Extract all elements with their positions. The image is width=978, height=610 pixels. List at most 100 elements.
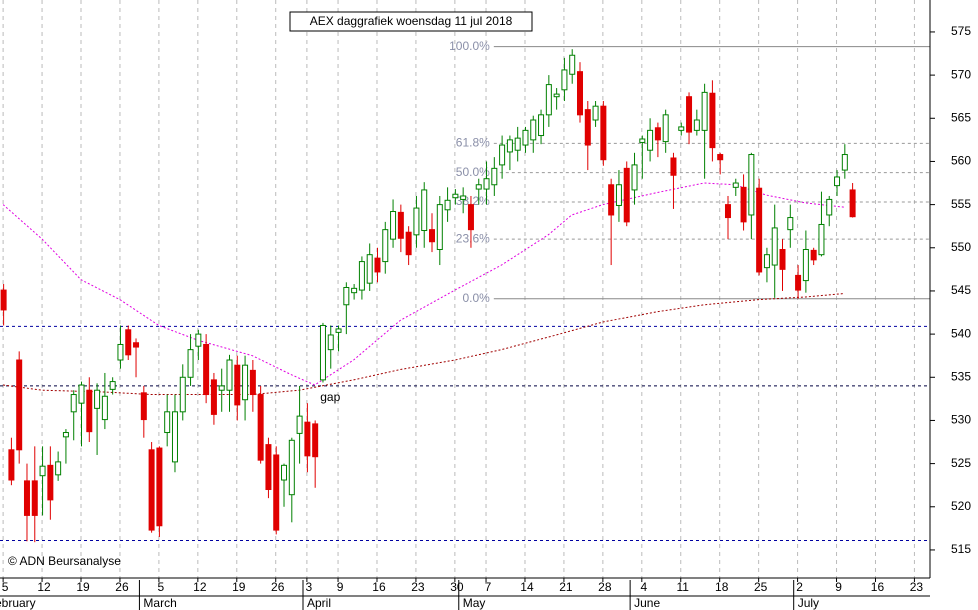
- annotation: gap: [320, 390, 340, 404]
- x-tick-label: 12: [193, 580, 207, 594]
- candle-body: [413, 207, 420, 236]
- x-tick-label: 12: [37, 580, 51, 594]
- candle-body: [499, 144, 506, 166]
- candle-body: [117, 343, 124, 361]
- candle-body: [109, 381, 116, 390]
- x-tick-label: 2: [796, 580, 803, 594]
- candle-body: [732, 182, 739, 188]
- candle-body: [16, 359, 23, 451]
- fib-label: 61.8%: [456, 135, 490, 149]
- x-tick-label: 5: [2, 580, 9, 594]
- candle-body: [709, 92, 716, 149]
- candle-body: [740, 186, 747, 223]
- candle-body: [179, 376, 186, 413]
- candle-body: [288, 439, 295, 496]
- candle-body: [304, 421, 311, 457]
- candle-body: [514, 137, 521, 151]
- candle-body: [319, 324, 326, 381]
- candle-body: [78, 384, 85, 404]
- candles: [0, 49, 856, 543]
- candle-body: [390, 211, 397, 240]
- candle-body: [31, 480, 38, 516]
- candle-body: [460, 195, 467, 200]
- candle-body: [156, 447, 163, 527]
- y-tick-label: 515: [951, 542, 971, 556]
- fib-label: 0.0%: [462, 291, 490, 305]
- y-tick-label: 520: [951, 499, 971, 513]
- x-tick-label: 16: [372, 580, 386, 594]
- candle-body: [187, 349, 194, 378]
- candle-body: [483, 178, 490, 190]
- candle-body: [86, 389, 93, 433]
- y-tick-label: 560: [951, 154, 971, 168]
- x-tick-label: 5: [158, 580, 165, 594]
- candle-body: [538, 114, 545, 137]
- month-label: March: [143, 596, 176, 610]
- candle-body: [195, 333, 202, 347]
- candle-body: [834, 176, 841, 187]
- candle-body: [351, 287, 358, 294]
- x-tick-label: 9: [835, 580, 842, 594]
- fib-label: 100.0%: [449, 39, 490, 53]
- candle-body: [561, 69, 568, 91]
- x-tick-label: 7: [485, 580, 492, 594]
- candle-body: [343, 286, 350, 306]
- candle-body: [608, 184, 615, 216]
- candle-body: [686, 96, 693, 133]
- candle-body: [569, 54, 576, 75]
- moving-average: [2, 182, 845, 386]
- candle-body: [756, 187, 763, 273]
- x-tick-label: 19: [76, 580, 90, 594]
- month-label: May: [463, 596, 486, 610]
- candle-body: [670, 157, 677, 176]
- fib-label: 23.6%: [456, 231, 490, 245]
- candle-body: [717, 154, 724, 161]
- candle-body: [584, 109, 591, 146]
- x-tick-label: 4: [640, 580, 647, 594]
- candle-body: [615, 184, 622, 206]
- month-label: July: [798, 596, 819, 610]
- y-tick-label: 530: [951, 413, 971, 427]
- x-tick-label: 26: [271, 580, 285, 594]
- candle-body: [810, 249, 817, 261]
- candle-body: [335, 328, 342, 333]
- y-tick-label: 555: [951, 197, 971, 211]
- candle-body: [234, 364, 241, 406]
- candle-body: [210, 379, 217, 415]
- month-label: June: [634, 596, 660, 610]
- chart-title: AEX daggrafiek woensdag 11 jul 2018: [310, 14, 513, 28]
- candle-body: [164, 411, 171, 434]
- x-tick-label: 9: [337, 580, 344, 594]
- x-tick-label: 23: [411, 580, 425, 594]
- candle-body: [436, 204, 443, 251]
- candle-body: [647, 129, 654, 151]
- y-tick-label: 570: [951, 67, 971, 81]
- candle-body: [265, 444, 272, 491]
- candle-body: [366, 254, 373, 284]
- candle-body: [639, 138, 646, 143]
- x-tick-label: 21: [559, 580, 573, 594]
- credit: © ADN Beursanalyse: [8, 554, 121, 568]
- candle-body: [327, 334, 334, 351]
- candle-body: [475, 184, 482, 190]
- candle-body: [273, 454, 280, 531]
- candle-body: [795, 274, 802, 291]
- candle-body: [8, 449, 15, 481]
- candle-body: [701, 91, 708, 131]
- candle-body: [249, 369, 256, 396]
- candle-body: [296, 415, 303, 434]
- x-tick-label: 16: [871, 580, 885, 594]
- candle-body: [382, 229, 389, 263]
- candle-body: [467, 204, 474, 231]
- month-label: April: [307, 596, 331, 610]
- candle-body: [203, 343, 210, 396]
- candle-body: [397, 211, 404, 239]
- candle-body: [358, 261, 365, 291]
- candle-body: [140, 392, 147, 421]
- candle-body: [506, 139, 513, 153]
- candle-body: [405, 231, 412, 256]
- candle-body: [148, 449, 155, 531]
- x-tick-label: 3: [306, 580, 313, 594]
